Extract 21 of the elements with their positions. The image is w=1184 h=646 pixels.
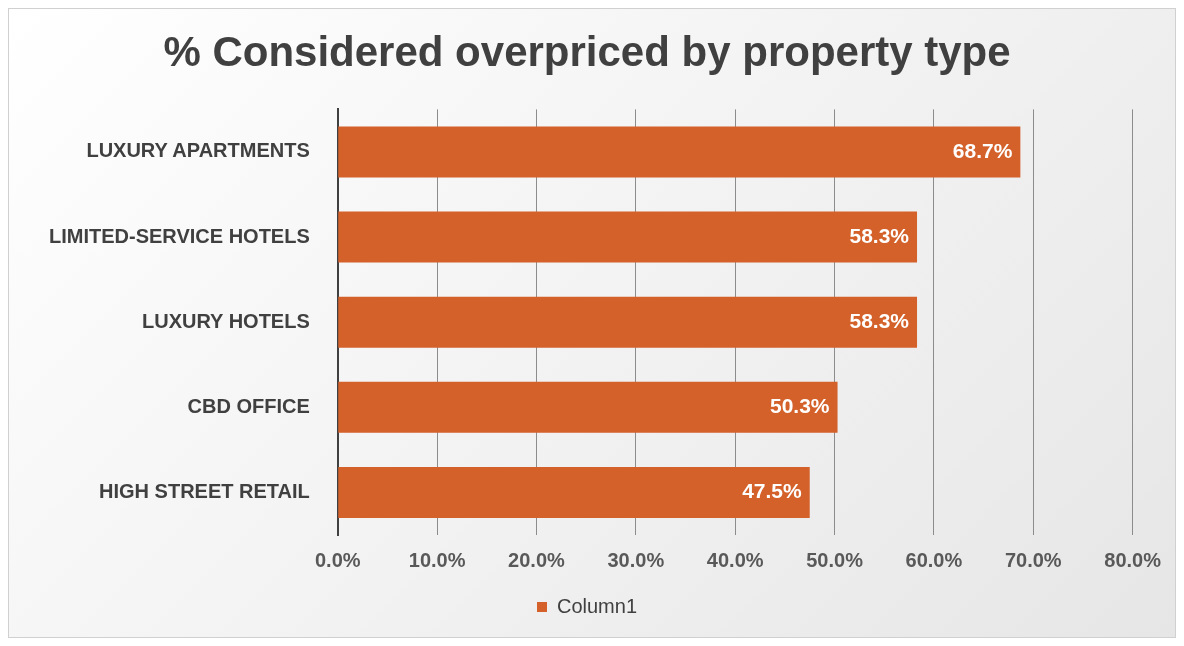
x-tick-label: 40.0%	[706, 548, 764, 571]
legend-label: Column1	[556, 594, 638, 617]
data-label: 58.3%	[849, 223, 910, 247]
chart-title: % Considered overpriced by property type	[163, 27, 1011, 75]
data-label: 50.3%	[770, 394, 830, 418]
y-tick-label: LIMITED-SERVICE HOTELS	[49, 224, 310, 247]
x-tick-label: 80.0%	[1104, 548, 1162, 571]
data-label: 47.5%	[742, 479, 803, 503]
y-tick-label: LUXURY APARTMENTS	[86, 139, 310, 162]
x-tick-label: 70.0%	[1004, 548, 1062, 571]
y-tick-label: CBD OFFICE	[187, 394, 310, 417]
x-tick-label: 20.0%	[508, 548, 566, 571]
x-tick-label: 60.0%	[905, 548, 963, 571]
data-label: 68.7%	[952, 138, 1013, 162]
y-tick-label: HIGH STREET RETAIL	[99, 479, 310, 502]
x-tick-label: 0.0%	[314, 548, 361, 571]
x-tick-label: 30.0%	[607, 548, 665, 571]
data-label: 58.3%	[849, 309, 910, 332]
x-tick-label: 10.0%	[408, 548, 466, 571]
x-tick-label: 50.0%	[806, 548, 864, 571]
y-tick-label: LUXURY HOTELS	[141, 309, 310, 332]
